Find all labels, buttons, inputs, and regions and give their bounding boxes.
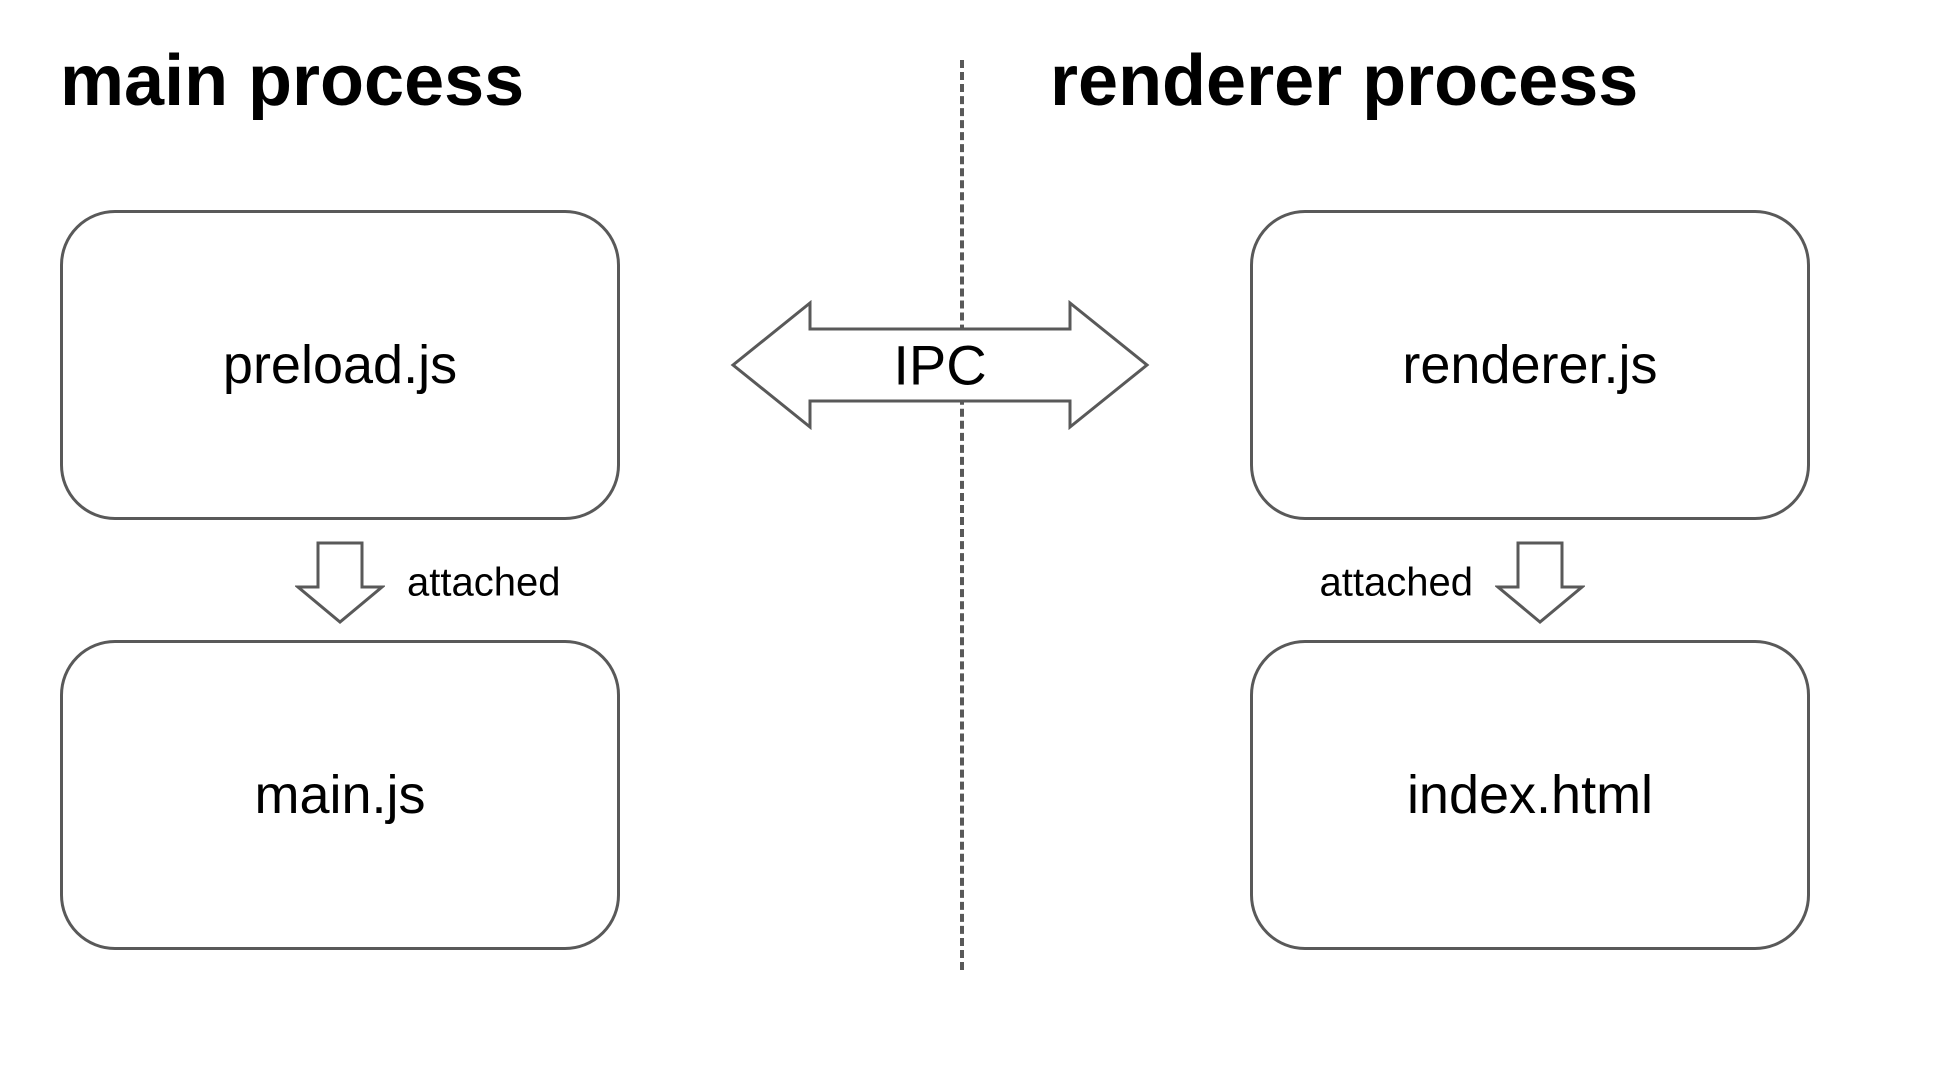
attached-arrow-left-icon [295,540,385,625]
heading-main-process: main process [60,40,524,122]
node-label: index.html [1407,764,1653,826]
node-label: preload.js [223,334,457,396]
node-renderer-js: renderer.js [1250,210,1810,520]
ipc-label: IPC [893,333,986,398]
node-index-html: index.html [1250,640,1810,950]
process-divider [960,60,964,970]
attached-label-left: attached [407,560,560,605]
node-preload-js: preload.js [60,210,620,520]
attached-arrow-right-icon [1495,540,1585,625]
node-main-js: main.js [60,640,620,950]
attached-label-right: attached [1320,560,1473,605]
heading-renderer-process: renderer process [1050,40,1638,122]
node-label: main.js [254,764,425,826]
node-label: renderer.js [1402,334,1657,396]
